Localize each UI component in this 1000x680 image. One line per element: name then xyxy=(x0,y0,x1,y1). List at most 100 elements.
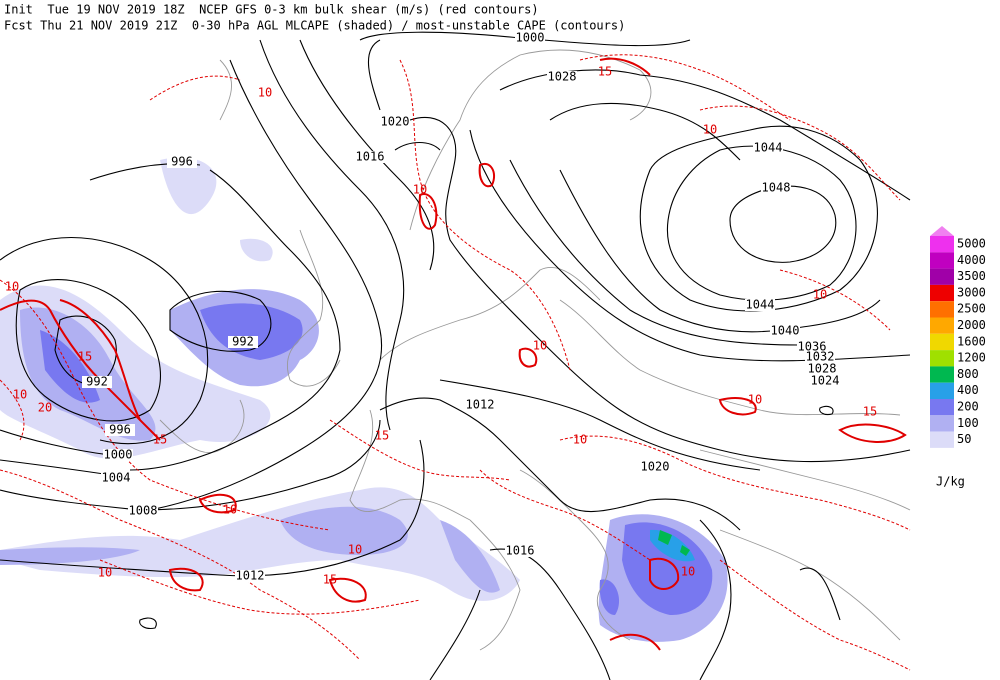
label-box xyxy=(103,449,133,461)
label-box xyxy=(101,472,131,484)
legend-label: 4000 xyxy=(957,253,986,267)
legend-swatch xyxy=(930,366,954,383)
legend-swatch xyxy=(930,350,954,367)
label-box xyxy=(810,375,840,387)
shear-label: 10 xyxy=(703,123,717,137)
label-box xyxy=(505,545,535,557)
label-box xyxy=(355,151,385,163)
pressure-label: 1012 xyxy=(236,569,265,583)
cape-shading xyxy=(0,157,728,642)
legend-label: 1200 xyxy=(957,351,986,365)
shear-label: 10 xyxy=(98,566,112,580)
label-box xyxy=(745,299,775,311)
legend-label: 2500 xyxy=(957,302,986,316)
label-box xyxy=(235,570,265,582)
pressure-label: 1020 xyxy=(641,460,670,474)
legend-label: 3500 xyxy=(957,269,986,283)
shear-label: 10 xyxy=(13,388,27,402)
pressure-label: 1012 xyxy=(466,398,495,412)
coastlines xyxy=(159,49,911,651)
shear-label: 10 xyxy=(681,565,695,579)
legend-swatch xyxy=(930,236,954,253)
label-box xyxy=(807,363,837,375)
pressure-label: 1044 xyxy=(754,141,783,155)
pressure-label: 1000 xyxy=(516,31,545,45)
legend-label: 400 xyxy=(957,383,979,397)
pressure-label: 1028 xyxy=(548,70,577,84)
pressure-label: 996 xyxy=(171,155,193,169)
legend-arrow xyxy=(930,226,954,236)
shear-label: 15 xyxy=(153,433,167,447)
shear-label: 10 xyxy=(748,393,762,407)
legend-swatch xyxy=(930,382,954,399)
shear-label: 10 xyxy=(258,86,272,100)
shear-label: 20 xyxy=(38,401,52,415)
pressure-label: 1040 xyxy=(771,324,800,338)
label-box xyxy=(753,142,783,154)
label-box xyxy=(640,461,670,473)
pressure-contours xyxy=(0,31,911,680)
label-box xyxy=(167,156,197,168)
contour-labels: 1000102810201016996104810449929929961000… xyxy=(5,31,877,587)
label-box xyxy=(761,182,791,194)
pressure-label: 1028 xyxy=(808,362,837,376)
pressure-label: 992 xyxy=(86,375,108,389)
label-box xyxy=(380,116,410,128)
legend-swatch xyxy=(930,333,954,351)
legend-label: 5000 xyxy=(957,237,986,251)
legend-swatch xyxy=(930,252,954,269)
label-box xyxy=(547,71,577,83)
shear-label: 15 xyxy=(78,350,92,364)
label-box xyxy=(82,376,112,388)
shear-label: 10 xyxy=(348,543,362,557)
pressure-label: 1032 xyxy=(806,350,835,364)
label-box xyxy=(770,325,800,337)
legend: 5000 4000 3500 3000 2500 2000 1600 1200 800 400 20… xyxy=(930,226,986,489)
shear-label: 10 xyxy=(813,288,827,302)
shear-label: 10 xyxy=(223,503,237,517)
label-box xyxy=(797,341,827,353)
label-box xyxy=(105,424,135,436)
label-box xyxy=(228,336,258,348)
pressure-label: 1036 xyxy=(798,340,827,354)
pressure-label: 1016 xyxy=(506,544,535,558)
pressure-label: 1024 xyxy=(811,374,840,388)
pressure-label: 996 xyxy=(109,423,131,437)
shear-label: 10 xyxy=(533,339,547,353)
pressure-label: 1004 xyxy=(102,471,131,485)
header-line: Init Tue 19 NOV 2019 18Z NCEP GFS 0-3 km… xyxy=(4,3,539,17)
legend-swatch xyxy=(930,301,954,318)
legend-label: 2000 xyxy=(957,318,986,332)
label-box xyxy=(805,351,835,363)
pressure-label: 1044 xyxy=(746,298,775,312)
legend-swatch xyxy=(930,317,954,334)
legend-label: 1600 xyxy=(957,334,986,348)
legend-label: 100 xyxy=(957,416,979,430)
pressure-label: 1000 xyxy=(104,448,133,462)
legend-label: 800 xyxy=(957,367,979,381)
shear-label: 15 xyxy=(323,573,337,587)
legend-swatch xyxy=(930,431,954,448)
pressure-label: 1016 xyxy=(356,150,385,164)
pressure-label: 1048 xyxy=(762,181,791,195)
legend-swatch xyxy=(930,415,954,432)
pressure-label: 1020 xyxy=(381,115,410,129)
legend-label: 3000 xyxy=(957,285,986,299)
legend-label: 200 xyxy=(957,400,979,414)
label-box xyxy=(515,32,545,44)
shear-label: 10 xyxy=(413,183,427,197)
shear-contours xyxy=(0,54,911,671)
legend-swatch xyxy=(930,284,954,302)
label-box xyxy=(465,399,495,411)
legend-label: 50 xyxy=(957,432,971,446)
shear-label: 15 xyxy=(598,65,612,79)
header-line: Fcst Thu 21 NOV 2019 21Z 0-30 hPa AGL ML… xyxy=(4,19,625,33)
shear-label: 10 xyxy=(573,433,587,447)
legend-unit: J/kg xyxy=(936,475,965,489)
shear-label: 15 xyxy=(863,405,877,419)
pressure-label: 992 xyxy=(232,335,254,349)
label-box xyxy=(128,505,158,517)
shear-label: 10 xyxy=(5,280,19,294)
pressure-label: 1008 xyxy=(129,504,158,518)
